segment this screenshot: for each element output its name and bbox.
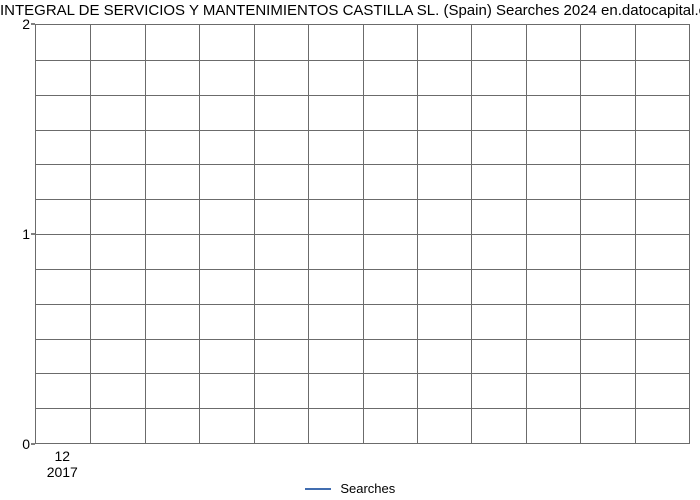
- y-axis-tick-label: 2: [5, 16, 30, 32]
- y-axis-tick-label: 0: [5, 436, 30, 452]
- gridline-horizontal: [36, 304, 689, 305]
- gridline-horizontal: [36, 199, 689, 200]
- legend: Searches: [0, 480, 700, 496]
- x-axis-tick-label: 12: [54, 448, 70, 464]
- plot-area: [35, 24, 690, 444]
- y-axis-tick-mark: [31, 444, 35, 445]
- legend-series-line: [305, 488, 331, 490]
- y-axis-tick-label: 1: [5, 226, 30, 242]
- gridline-horizontal: [36, 373, 689, 374]
- gridline-horizontal: [36, 130, 689, 131]
- gridline-horizontal: [36, 408, 689, 409]
- gridline-horizontal: [36, 234, 689, 235]
- gridline-horizontal: [36, 95, 689, 96]
- x-axis-group-label: 2017: [47, 464, 78, 480]
- y-axis-tick-mark: [31, 24, 35, 25]
- legend-series-label: Searches: [340, 481, 395, 496]
- gridline-horizontal: [36, 60, 689, 61]
- chart-container: INTEGRAL DE SERVICIOS Y MANTENIMIENTOS C…: [0, 0, 700, 500]
- gridline-horizontal: [36, 269, 689, 270]
- gridline-horizontal: [36, 164, 689, 165]
- chart-title: INTEGRAL DE SERVICIOS Y MANTENIMIENTOS C…: [0, 2, 700, 19]
- y-axis-tick-mark: [31, 234, 35, 235]
- gridline-horizontal: [36, 339, 689, 340]
